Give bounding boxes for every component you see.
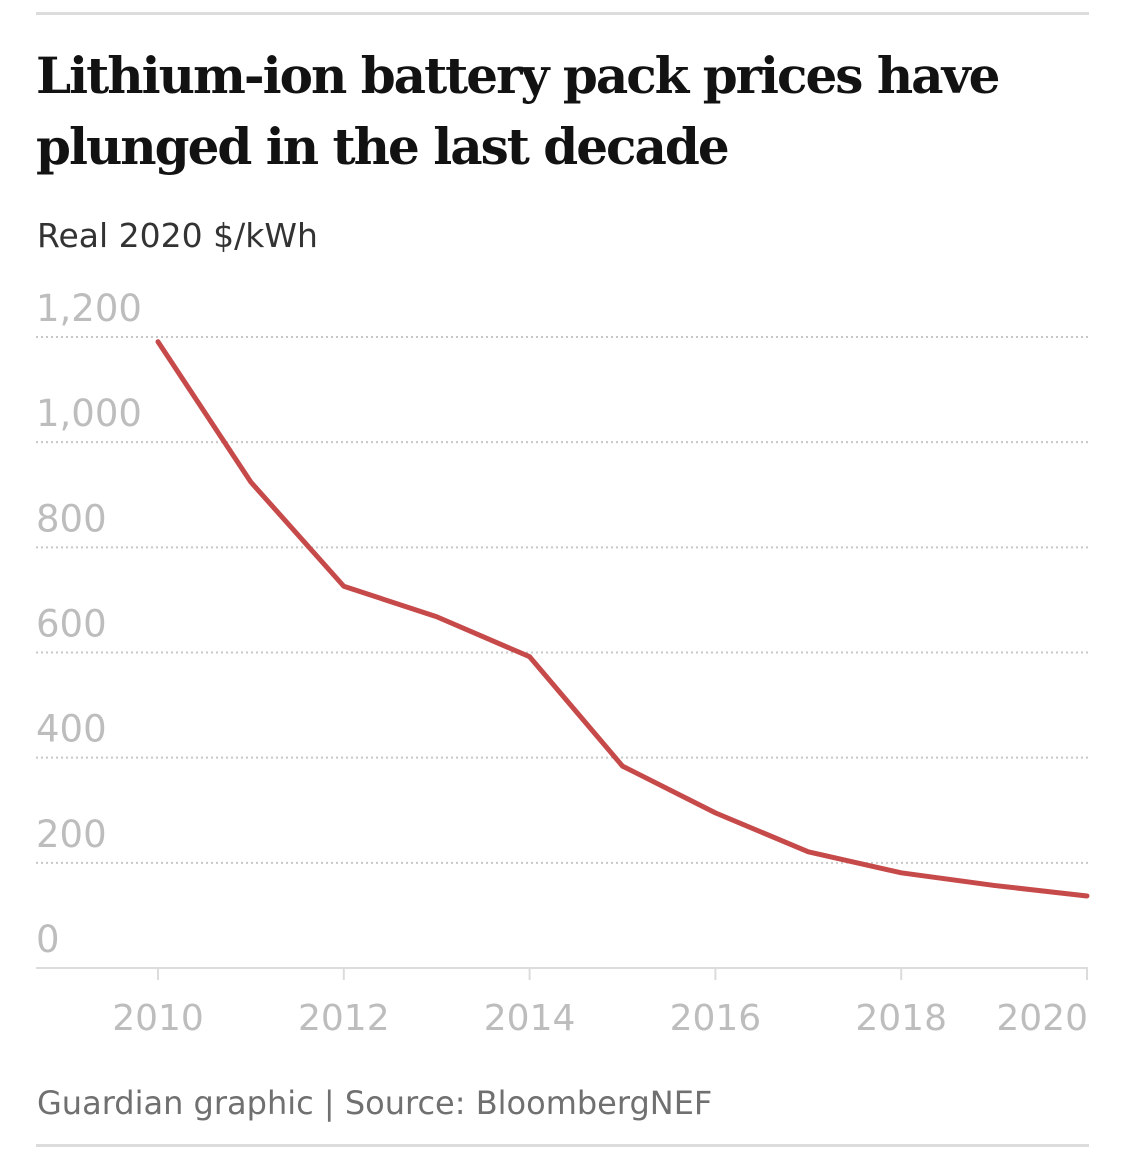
y-tick-label: 0 <box>36 918 60 961</box>
y-tick-label: 600 <box>36 603 107 646</box>
chart-title: Lithium-ion battery pack prices have plu… <box>36 46 1000 176</box>
x-tick-label: 2016 <box>670 998 762 1039</box>
y-axis-label: Real 2020 $/kWh <box>37 216 318 255</box>
source-footer: Guardian graphic | Source: BloombergNEF <box>37 1084 713 1122</box>
bottom-rule <box>36 1144 1089 1147</box>
y-tick-label: 1,000 <box>36 392 142 435</box>
y-tick-label: 400 <box>36 708 107 751</box>
x-tick-label: 2010 <box>112 998 204 1039</box>
x-tick-label: 2014 <box>484 998 576 1039</box>
y-tick-label: 800 <box>36 497 107 540</box>
top-rule <box>36 12 1089 15</box>
x-tick-label: 2012 <box>298 998 390 1039</box>
x-tick-label: 2020 <box>996 998 1088 1039</box>
y-tick-label: 1,200 <box>36 287 142 330</box>
y-tick-label: 200 <box>36 813 107 856</box>
price-line <box>155 339 1090 899</box>
x-tick-label: 2018 <box>855 998 947 1039</box>
